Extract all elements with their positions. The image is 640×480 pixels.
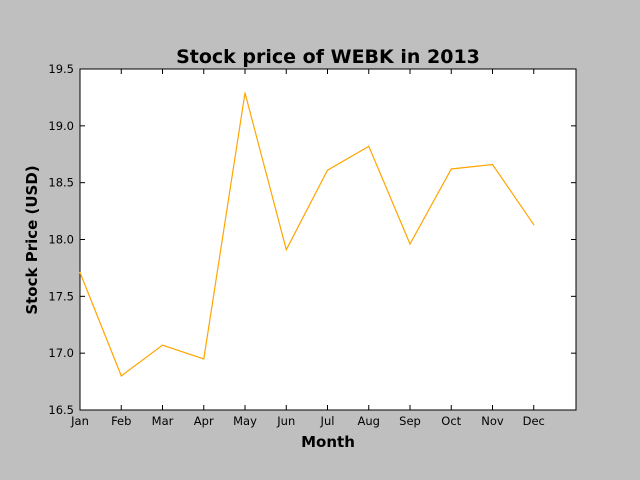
y-tick-label: 19.5 bbox=[48, 62, 74, 76]
y-axis: 16.5 17.0 17.5 18.0 18.5 19.0 19.5 bbox=[48, 62, 576, 417]
data-point bbox=[244, 92, 246, 94]
x-tick-label: Feb bbox=[111, 414, 131, 428]
data-point bbox=[79, 271, 81, 274]
series-line bbox=[79, 92, 535, 377]
x-tick-label: Mar bbox=[152, 414, 174, 428]
data-point bbox=[203, 358, 205, 360]
data-point bbox=[491, 163, 494, 166]
x-tick-label: Jul bbox=[320, 414, 335, 428]
x-axis: Jan Feb Mar Apr May Jun Jul Aug Sep Oct Nov Dec bbox=[70, 69, 545, 428]
plot-area bbox=[79, 68, 577, 411]
y-axis-title: Stock Price (USD) bbox=[23, 165, 41, 314]
data-point bbox=[533, 224, 535, 226]
y-tick-label: 18.0 bbox=[48, 233, 74, 247]
x-tick-label: Apr bbox=[194, 414, 214, 428]
x-tick-label: Sep bbox=[399, 414, 421, 428]
data-point bbox=[409, 243, 411, 245]
x-tick-label: Jan bbox=[70, 414, 89, 428]
x-tick-label: May bbox=[233, 414, 257, 428]
y-tick-label: 19.0 bbox=[48, 119, 74, 133]
data-point bbox=[285, 249, 287, 251]
data-point bbox=[161, 344, 164, 346]
chart-title: Stock price of WEBK in 2013 bbox=[176, 46, 480, 68]
x-tick-label: Nov bbox=[481, 414, 504, 428]
x-tick-label: Oct bbox=[441, 414, 461, 428]
x-axis-title: Month bbox=[301, 433, 355, 451]
x-tick-label: Jun bbox=[276, 414, 295, 428]
y-tick-label: 18.5 bbox=[48, 176, 74, 190]
data-point bbox=[450, 168, 452, 170]
y-tick-label: 17.0 bbox=[48, 346, 74, 360]
y-tick-label: 16.5 bbox=[48, 403, 74, 417]
y-tick-label: 17.5 bbox=[48, 289, 74, 303]
series-group bbox=[79, 92, 535, 377]
data-point bbox=[120, 375, 122, 377]
x-tick-label: Aug bbox=[358, 414, 380, 428]
x-tick-label: Dec bbox=[523, 414, 545, 428]
data-point bbox=[368, 145, 370, 147]
data-point bbox=[326, 169, 329, 171]
